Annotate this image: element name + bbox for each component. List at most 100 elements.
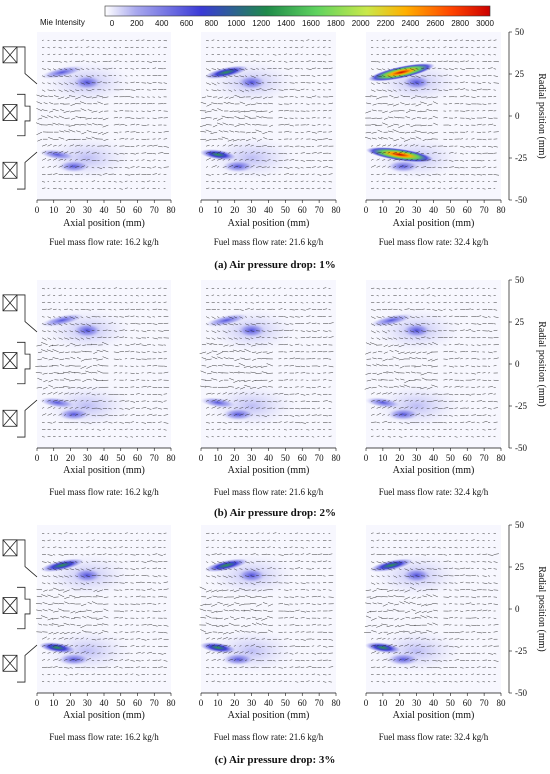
velocity-vector bbox=[58, 575, 64, 578]
velocity-vector bbox=[216, 589, 223, 592]
velocity-vector bbox=[370, 330, 376, 334]
velocity-vector bbox=[398, 309, 403, 311]
velocity-vector bbox=[482, 407, 487, 409]
velocity-vector bbox=[205, 68, 211, 72]
velocity-vector bbox=[217, 651, 222, 654]
velocity-vector bbox=[493, 407, 498, 409]
velocity-vector bbox=[130, 166, 135, 168]
velocity-vector bbox=[102, 145, 109, 147]
velocity-vector bbox=[376, 659, 380, 661]
velocity-vector bbox=[62, 371, 70, 374]
velocity-vector bbox=[69, 60, 72, 62]
velocity-vector bbox=[471, 539, 475, 541]
velocity-vector bbox=[322, 54, 327, 56]
velocity-vector bbox=[152, 351, 157, 353]
velocity-vector bbox=[53, 151, 58, 154]
velocity-vector bbox=[387, 323, 393, 326]
velocity-vector bbox=[382, 568, 385, 571]
velocity-vector bbox=[448, 653, 453, 655]
velocity-vector bbox=[404, 151, 408, 154]
velocity-vector bbox=[398, 407, 404, 409]
x-tick-label: 30 bbox=[412, 453, 422, 463]
velocity-vector bbox=[211, 330, 217, 333]
velocity-vector bbox=[295, 365, 301, 368]
burner-schematic-line bbox=[17, 294, 38, 438]
velocity-vector bbox=[471, 330, 476, 332]
velocity-vector bbox=[398, 582, 402, 584]
velocity-vector bbox=[289, 546, 293, 548]
velocity-vector bbox=[42, 609, 48, 612]
velocity-vector bbox=[432, 101, 438, 105]
velocity-vector bbox=[47, 47, 50, 49]
velocity-vector bbox=[460, 167, 465, 169]
velocity-vector bbox=[80, 145, 83, 147]
section-title: (b) Air pressure drop: 2% bbox=[214, 507, 336, 519]
velocity-vector bbox=[398, 110, 405, 112]
velocity-vector bbox=[36, 131, 43, 135]
velocity-vector bbox=[217, 407, 221, 409]
panel-caption: Fuel mass flow rate: 32.4 kg/h bbox=[379, 237, 489, 247]
velocity-vector bbox=[454, 415, 458, 417]
velocity-vector bbox=[228, 82, 233, 84]
velocity-vector bbox=[146, 408, 152, 410]
velocity-vector bbox=[322, 166, 329, 168]
velocity-vector bbox=[409, 68, 416, 71]
spray-region-upper-secondary bbox=[402, 568, 431, 583]
velocity-vector bbox=[376, 392, 382, 395]
spray-region-upper-secondary bbox=[402, 75, 431, 90]
velocity-vector bbox=[322, 646, 328, 648]
velocity-vector bbox=[403, 384, 411, 388]
velocity-vector bbox=[64, 644, 69, 647]
velocity-vector bbox=[267, 567, 272, 569]
velocity-vector bbox=[465, 394, 472, 396]
velocity-vector bbox=[382, 658, 388, 661]
velocity-vector bbox=[300, 180, 304, 182]
velocity-vector bbox=[147, 82, 152, 84]
velocity-vector bbox=[376, 337, 381, 340]
velocity-vector bbox=[58, 582, 63, 585]
velocity-vector bbox=[443, 74, 448, 76]
velocity-vector bbox=[108, 60, 112, 62]
velocity-vector bbox=[428, 342, 433, 346]
velocity-vector bbox=[58, 47, 62, 49]
velocity-vector bbox=[289, 659, 293, 661]
velocity-vector bbox=[211, 350, 218, 353]
spray-core-lower bbox=[366, 147, 434, 163]
velocity-vector bbox=[119, 188, 123, 190]
velocity-vector bbox=[58, 561, 64, 564]
velocity-vector bbox=[58, 137, 65, 140]
velocity-vector bbox=[135, 60, 139, 62]
velocity-vector bbox=[52, 122, 59, 126]
velocity-vector bbox=[163, 82, 167, 84]
velocity-vector bbox=[295, 288, 298, 290]
velocity-vector bbox=[163, 588, 169, 591]
velocity-vector bbox=[322, 386, 326, 389]
velocity-vector bbox=[69, 659, 75, 661]
mie-intensity-field bbox=[200, 308, 297, 428]
velocity-vector bbox=[311, 75, 316, 77]
velocity-vector bbox=[306, 414, 311, 416]
velocity-vector bbox=[222, 68, 226, 70]
velocity-vector bbox=[377, 602, 383, 605]
velocity-vector bbox=[383, 386, 388, 388]
velocity-vector bbox=[465, 602, 472, 605]
velocity-vector bbox=[57, 96, 65, 100]
velocity-vector bbox=[233, 575, 237, 578]
velocity-vector bbox=[86, 546, 90, 548]
velocity-vector bbox=[393, 138, 399, 142]
velocity-vector bbox=[113, 153, 119, 155]
velocity-vector bbox=[454, 53, 458, 55]
velocity-vector bbox=[245, 429, 249, 431]
velocity-vector bbox=[205, 637, 210, 640]
velocity-vector bbox=[278, 421, 282, 423]
velocity-vector bbox=[317, 174, 322, 176]
velocity-vector bbox=[409, 644, 414, 647]
velocity-vector bbox=[409, 601, 416, 605]
velocity-vector bbox=[222, 631, 229, 635]
velocity-vector bbox=[454, 75, 459, 77]
velocity-vector bbox=[460, 68, 466, 71]
velocity-vector bbox=[387, 643, 393, 647]
velocity-vector bbox=[387, 602, 394, 605]
velocity-vector bbox=[414, 130, 422, 133]
